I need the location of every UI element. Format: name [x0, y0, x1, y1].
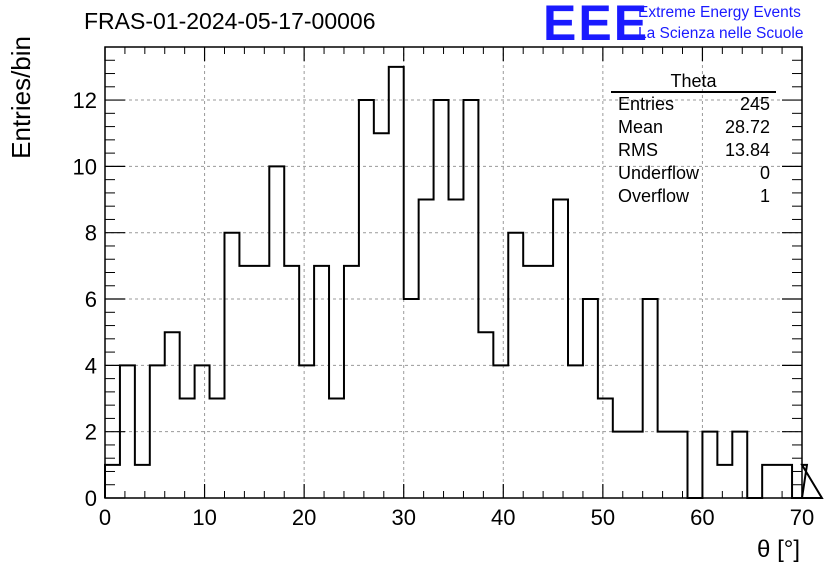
x-tick-label: 30 [391, 505, 415, 530]
x-axis-label: θ [°] [757, 536, 800, 563]
y-tick-label: 6 [85, 287, 97, 312]
brand-line-2: La Scienza nelle Scuole [638, 25, 804, 42]
stats-label: Underflow [618, 163, 700, 183]
stats-row-entries: Entries 245 [611, 93, 776, 116]
y-tick-label: 10 [73, 154, 97, 179]
stats-box: Theta Entries 245 Mean 28.72 RMS 13.84 U… [611, 72, 776, 208]
x-tick-label: 20 [292, 505, 316, 530]
stats-row-rms: RMS 13.84 [611, 139, 776, 162]
y-tick-label: 12 [73, 88, 97, 113]
stats-label: RMS [618, 140, 658, 160]
x-tick-label: 0 [99, 505, 111, 530]
x-tick-label: 70 [790, 505, 814, 530]
x-tick-label: 60 [690, 505, 714, 530]
stats-label: Mean [618, 117, 664, 137]
x-tick-label: 10 [192, 505, 216, 530]
y-tick-label: 0 [85, 486, 97, 511]
x-tick-labels: 0 10 20 30 40 50 60 70 [99, 505, 814, 530]
histogram-outline [104, 65, 824, 499]
y-tick-label: 8 [85, 221, 97, 246]
eee-logo: EEE [543, 0, 650, 51]
axis-ticks [104, 46, 803, 499]
stats-row-overflow: Overflow 1 [611, 185, 776, 208]
stats-row-underflow: Underflow 0 [611, 162, 776, 185]
stats-value: 28.72 [724, 117, 770, 137]
stats-label: Overflow [618, 186, 690, 206]
stats-value: 0 [759, 163, 770, 183]
stats-value: 13.84 [724, 140, 770, 160]
y-axis-label: Entries/bin [6, 36, 36, 159]
y-tick-label: 4 [85, 353, 97, 378]
stats-label: Entries [618, 94, 675, 114]
brand-line-1: Extreme Energy Events [638, 4, 801, 21]
x-tick-label: 50 [591, 505, 615, 530]
stats-value: 1 [759, 186, 770, 206]
y-tick-label: 2 [85, 420, 97, 445]
stats-row-mean: Mean 28.72 [611, 116, 776, 139]
grid-lines [105, 47, 802, 498]
y-tick-labels: 0 2 4 6 8 10 12 [73, 88, 97, 511]
stats-value: 245 [739, 94, 770, 114]
chart-title: FRAS-01-2024-05-17-00006 [84, 8, 376, 34]
stats-title: Theta [611, 72, 776, 93]
x-tick-label: 40 [491, 505, 515, 530]
